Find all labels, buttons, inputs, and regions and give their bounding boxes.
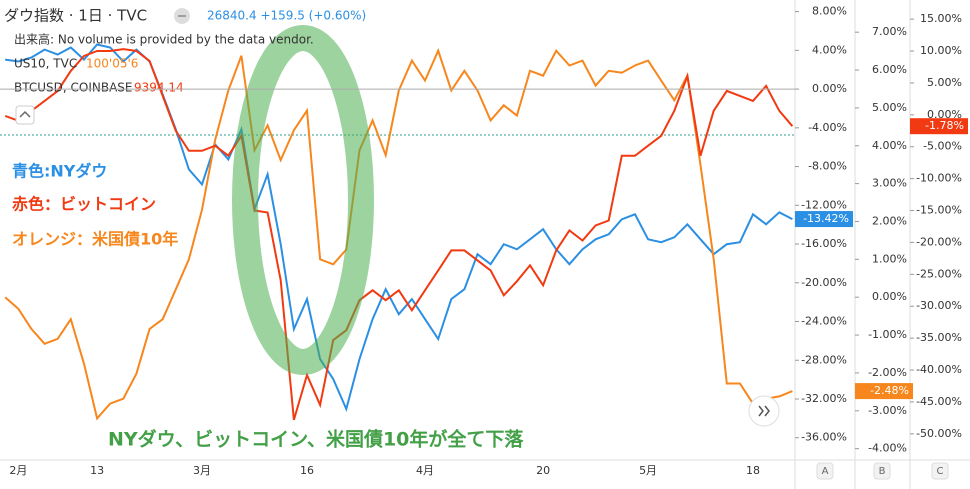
y-tick-label: -28.00% [801,353,847,366]
y-tick-label: -35.00% [916,331,962,344]
scroll-icon [758,405,770,417]
y-tick-label: -2.00% [868,366,907,379]
axis-button-label: B [879,466,886,477]
legend-name: US10, TVC [14,57,77,71]
y-tick-label: 0.00% [872,290,907,303]
x-tick-label: 13 [90,464,104,477]
price-tag [910,118,968,135]
axis-button-label: A [822,466,829,477]
y-tick-label: 0.00% [812,82,847,95]
y-tick-label: 7.00% [872,25,907,38]
y-tick-label: 5.00% [872,101,907,114]
series-line [5,43,793,413]
y-tick-label: 10.00% [920,44,962,57]
axis-button[interactable] [873,462,891,480]
y-tick-label: -8.00% [808,160,847,173]
y-tick-label: -5.00% [923,140,962,153]
y-tick-label: -4.00% [808,121,847,134]
y-tick-label: 3.00% [872,177,907,190]
axis-button-label: C [937,466,944,477]
legend-value: 100'05'6 [86,57,138,71]
header-quote: 26840.4 +159.5 (+0.60%) [207,9,366,23]
y-tick-label: 5.00% [927,76,962,89]
y-tick-label: -36.00% [801,431,847,444]
price-tag-label: -13.42% [803,212,849,225]
price-tag [855,383,913,400]
y-tick-label: -16.00% [801,237,847,250]
y-tick-label: -1.00% [868,328,907,341]
y-tick-label: -25.00% [916,267,962,280]
y-tick-label: -20.00% [916,235,962,248]
y-tick-label: -20.00% [801,276,847,289]
highlight-ring [232,25,374,375]
legend-name: BTCUSD, COINBASE [14,81,133,95]
annotation: 赤色：ビットコイン [12,195,156,214]
volume-note: 出来高: No volume is provided by the data v… [14,32,314,47]
y-tick-label: 15.00% [920,12,962,25]
annotation: 青色:NYダウ [12,162,107,181]
scroll-button[interactable] [748,395,780,427]
y-tick-label: -10.00% [916,172,962,185]
collapse-icon [19,110,31,118]
price-tag-label: -1.78% [925,119,964,132]
x-tick-label: 16 [300,464,314,477]
axis-button[interactable] [931,462,949,480]
y-tick-label: 8.00% [812,5,847,18]
x-tick-label: 20 [536,464,550,477]
x-tick-label: 2月 [9,464,27,477]
y-tick-label: -15.00% [916,204,962,217]
x-tick-label: 3月 [193,464,211,477]
x-tick-label: 5月 [639,464,657,477]
series-line [4,48,794,421]
price-tag [795,211,853,228]
x-tick-label: 4月 [416,464,434,477]
y-tick-label: -40.00% [916,363,962,376]
price-tag-label: -2.48% [870,384,909,397]
header-symbol: ダウ指数 · 1日 · TVC [4,7,147,25]
annotation: オレンジ：米国債10年 [12,230,178,249]
y-tick-label: -32.00% [801,392,847,405]
y-tick-label: -3.00% [868,404,907,417]
collapse-button[interactable] [15,105,35,125]
series-line [4,47,793,421]
y-tick-label: 0.00% [927,108,962,121]
axis-button[interactable] [816,462,834,480]
y-tick-label: -12.00% [801,198,847,211]
y-tick-label: -24.00% [801,315,847,328]
y-tick-label: 6.00% [872,63,907,76]
annotation: NYダウ、ビットコイン、米国債10年が全て下落 [108,428,524,451]
legend-value: 9394.14 [134,81,184,95]
y-tick-label: 1.00% [872,252,907,265]
y-tick-label: -4.00% [868,442,907,455]
y-tick-label: -50.00% [916,427,962,440]
y-tick-label: -45.00% [916,395,962,408]
x-tick-label: 18 [746,464,760,477]
y-tick-label: -30.00% [916,299,962,312]
y-tick-label: 4.00% [812,43,847,56]
y-tick-label: 4.00% [872,139,907,152]
y-tick-label: 2.00% [872,214,907,227]
